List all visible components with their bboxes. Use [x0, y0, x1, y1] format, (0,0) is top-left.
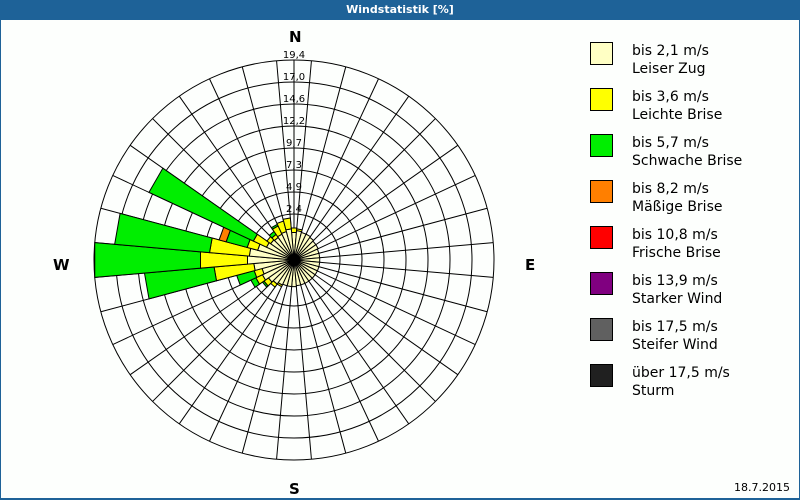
grid-spoke — [178, 95, 281, 241]
legend-label: Sturm — [632, 383, 675, 399]
wind-rose-chart: 2,4 4,9 7,3 9,7 12,2 14,6 17,0 19,4 — [93, 50, 495, 461]
legend-label: Frische Brise — [632, 245, 721, 261]
grid-spoke — [307, 279, 410, 425]
legend-label: Steifer Wind — [632, 337, 718, 353]
grid-spoke — [313, 144, 459, 247]
grid-spoke — [299, 66, 347, 237]
legend-swatch — [590, 364, 613, 387]
compass-east: E — [525, 256, 536, 274]
legend-speed: bis 10,8 m/s — [632, 227, 718, 243]
grid-spoke — [313, 273, 459, 376]
radial-tick-label: 4,9 — [286, 182, 302, 193]
legend-label: Starker Wind — [632, 291, 723, 307]
grid-spoke — [241, 283, 289, 454]
legend-speed: bis 17,5 m/s — [632, 319, 718, 335]
radial-tick-label: 12,2 — [283, 116, 305, 127]
grid-spoke — [276, 60, 293, 237]
grid-spoke — [317, 261, 494, 278]
radial-tick-label: 9,7 — [286, 138, 302, 149]
grid-spoke — [315, 175, 476, 251]
radial-tick-label: 17,0 — [283, 72, 305, 83]
date-label: 18.7.2015 — [734, 481, 790, 494]
grid-spoke — [315, 269, 476, 345]
grid-spoke — [209, 78, 285, 239]
grid-spoke — [295, 60, 312, 237]
grid-spoke — [303, 281, 379, 442]
radial-tick-label: 19,4 — [283, 50, 305, 61]
grid-spoke — [129, 273, 275, 376]
radial-tick-label: 7,3 — [286, 160, 302, 171]
grid-spoke — [307, 95, 410, 241]
center-point — [290, 256, 298, 264]
grid-spoke — [276, 283, 293, 460]
grid-spoke — [310, 276, 436, 402]
legend-swatch — [590, 180, 613, 203]
grid-spoke — [303, 78, 379, 239]
wind-sector-band — [290, 227, 298, 233]
grid-spoke — [317, 207, 488, 255]
legend-speed: bis 2,1 m/s — [632, 43, 709, 59]
wind-sector-band — [114, 212, 213, 254]
grid-spoke — [310, 118, 436, 244]
compass-south: S — [289, 480, 300, 498]
grid-spoke — [295, 283, 312, 460]
grid-spoke — [152, 276, 278, 402]
wind-sector-band — [282, 217, 292, 231]
grid-spoke — [209, 281, 285, 442]
wind-sector-band — [148, 167, 258, 242]
bottom-border — [0, 498, 800, 500]
grid-spoke — [299, 283, 347, 454]
legend-speed: bis 5,7 m/s — [632, 135, 709, 151]
legend-label: Mäßige Brise — [632, 199, 723, 215]
wind-sector-band — [296, 228, 303, 233]
legend-speed: bis 8,2 m/s — [632, 181, 709, 197]
grid-spoke — [178, 279, 281, 425]
legend-speed: über 17,5 m/s — [632, 365, 730, 381]
wind-sector-band — [94, 242, 202, 278]
legend-swatch — [590, 88, 613, 111]
legend-speed: bis 3,6 m/s — [632, 89, 709, 105]
legend-swatch — [590, 318, 613, 341]
legend-label: Schwache Brise — [632, 153, 743, 169]
radial-tick-label: 14,6 — [283, 94, 305, 105]
window-title: Windstatistik [%] — [0, 0, 800, 20]
legend-swatch — [590, 226, 613, 249]
grid-spoke — [241, 66, 289, 237]
compass-north: N — [289, 28, 302, 46]
grid-spoke — [317, 265, 488, 313]
grid-spoke — [317, 242, 494, 259]
legend-speed: bis 13,9 m/s — [632, 273, 718, 289]
legend-swatch — [590, 42, 613, 65]
legend-label: Leichte Brise — [632, 107, 723, 123]
compass-west: W — [53, 256, 70, 274]
legend-swatch — [590, 134, 613, 157]
radial-tick-label: 2,4 — [286, 204, 302, 215]
legend-swatch — [590, 272, 613, 295]
legend-label: Leiser Zug — [632, 61, 706, 77]
grid-spoke — [152, 118, 278, 244]
